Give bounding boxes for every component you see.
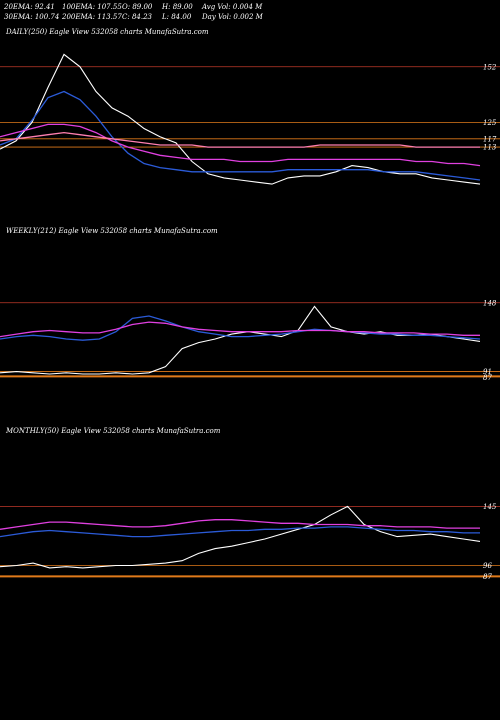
- y-tick-label: 87: [483, 573, 492, 581]
- series-line-ema-slow: [0, 123, 481, 167]
- y-tick-label: 96: [483, 562, 492, 570]
- y-tick-label: 91: [483, 368, 492, 376]
- series-line-ema-slow: [0, 519, 480, 530]
- ema200-readout: 200EMA: 113.57: [62, 13, 122, 21]
- series-line-ema-200: [0, 131, 480, 148]
- ema100-readout: 100EMA: 107.55: [62, 3, 122, 11]
- avg-vol-readout: Avg Vol: 0.004 M: [202, 3, 263, 11]
- series-line-price: [0, 505, 481, 569]
- series-line-ema-fast: [0, 315, 481, 341]
- y-tick-label: 145: [483, 503, 497, 511]
- y-tick-label: 125: [483, 119, 497, 127]
- y-tick-label: 148: [483, 299, 497, 307]
- y-tick-label: 152: [483, 63, 497, 71]
- open-readout: O: 89.00: [122, 3, 153, 11]
- series-line-ema-fast: [0, 90, 481, 181]
- monthly-panel-title: MONTHLY(50) Eagle View 532058 charts Mun…: [6, 427, 221, 435]
- y-tick-label: 113: [483, 144, 497, 152]
- ema20-readout: 20EMA: 92.41: [4, 3, 55, 11]
- series-line-price: [0, 53, 481, 185]
- y-tick-label: 87: [483, 374, 492, 382]
- ema30-readout: 30EMA: 100.74: [4, 13, 60, 21]
- series-line-ema-fast: [0, 526, 480, 538]
- low-readout: L: 84.00: [162, 13, 192, 21]
- weekly-panel-title: WEEKLY(212) Eagle View 532058 charts Mun…: [6, 227, 218, 235]
- y-tick-label: 117: [483, 135, 497, 143]
- daily-panel-title: DAILY(250) Eagle View 532058 charts Muna…: [6, 28, 209, 36]
- high-readout: H: 89.00: [162, 3, 193, 11]
- series-line-price: [0, 305, 481, 375]
- series-line-ema-slow: [0, 321, 480, 338]
- day-vol-readout: Day Vol: 0.002 M: [202, 13, 263, 21]
- close-readout: C: 84.23: [122, 13, 152, 21]
